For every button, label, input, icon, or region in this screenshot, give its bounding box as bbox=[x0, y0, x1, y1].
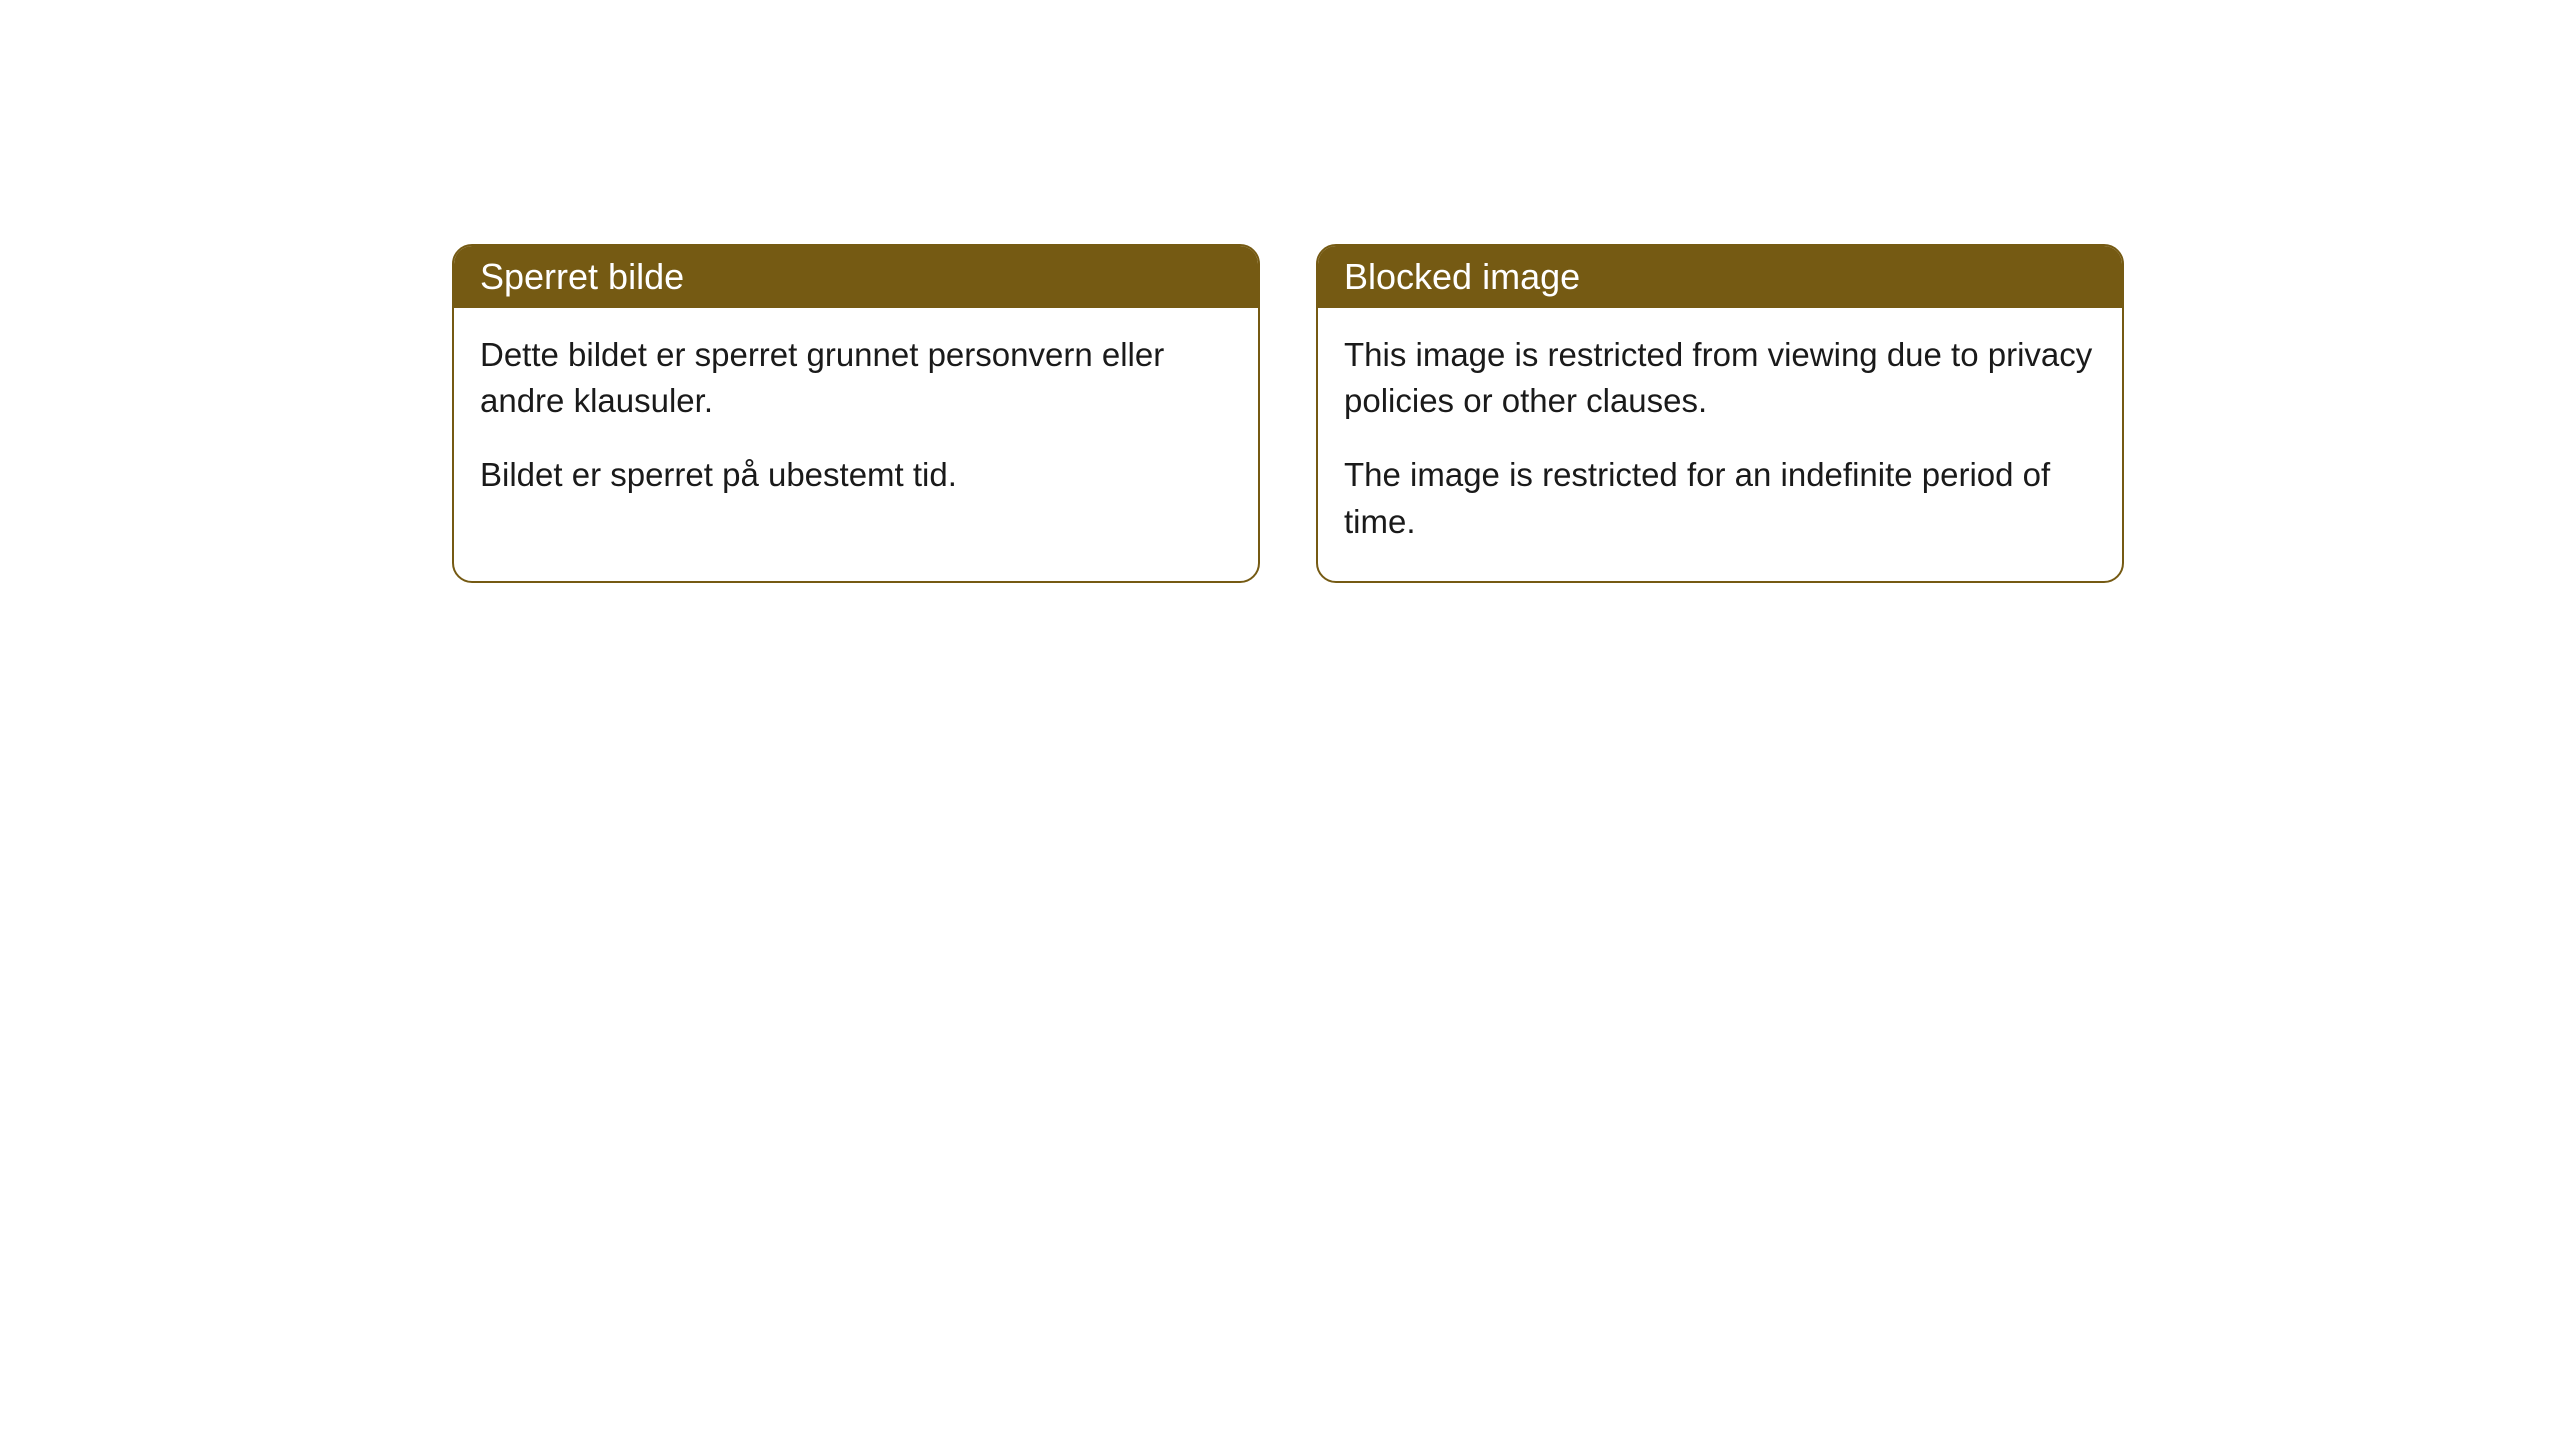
card-paragraph: This image is restricted from viewing du… bbox=[1344, 332, 2096, 424]
card-header-norwegian: Sperret bilde bbox=[454, 246, 1258, 308]
card-header-english: Blocked image bbox=[1318, 246, 2122, 308]
notice-cards-container: Sperret bilde Dette bildet er sperret gr… bbox=[452, 244, 2124, 583]
card-body-norwegian: Dette bildet er sperret grunnet personve… bbox=[454, 308, 1258, 535]
notice-card-english: Blocked image This image is restricted f… bbox=[1316, 244, 2124, 583]
card-title: Sperret bilde bbox=[480, 256, 684, 297]
card-paragraph: The image is restricted for an indefinit… bbox=[1344, 452, 2096, 544]
card-paragraph: Dette bildet er sperret grunnet personve… bbox=[480, 332, 1232, 424]
card-body-english: This image is restricted from viewing du… bbox=[1318, 308, 2122, 581]
notice-card-norwegian: Sperret bilde Dette bildet er sperret gr… bbox=[452, 244, 1260, 583]
card-paragraph: Bildet er sperret på ubestemt tid. bbox=[480, 452, 1232, 498]
card-title: Blocked image bbox=[1344, 256, 1580, 297]
